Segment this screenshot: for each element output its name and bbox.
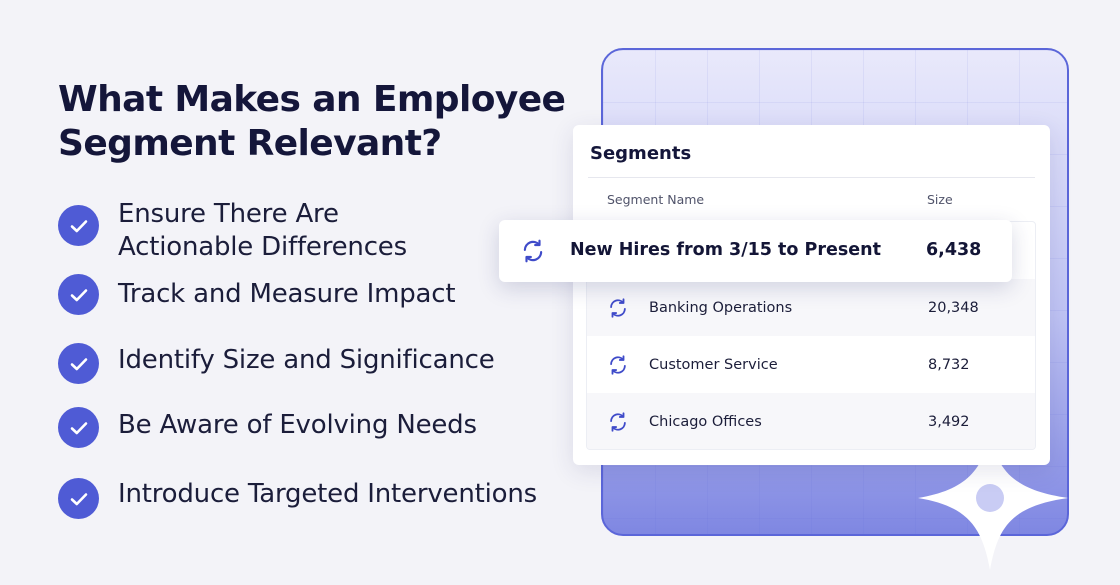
column-header-size[interactable]: Size	[927, 192, 953, 207]
refresh-icon[interactable]	[607, 297, 629, 323]
headline: What Makes an Employee Segment Relevant?	[58, 79, 566, 164]
checklist-item: Identify Size and Significance	[58, 343, 578, 384]
segment-name: Chicago Offices	[649, 413, 762, 430]
checkmark-icon	[58, 274, 99, 315]
checkmark-icon	[58, 205, 99, 246]
table-row[interactable]: Customer Service 8,732	[587, 336, 1035, 393]
checklist-item-label: Identify Size and Significance	[118, 345, 495, 375]
table-row[interactable]: Banking Operations 20,348	[587, 279, 1035, 336]
refresh-icon[interactable]	[607, 354, 629, 380]
highlighted-segment-row[interactable]: New Hires from 3/15 to Present 6,438	[499, 220, 1012, 282]
checklist-item-label: Introduce Targeted Interventions	[118, 479, 537, 509]
segments-card: Segments Segment Name Size Banking Opera…	[573, 125, 1050, 465]
checklist-item: Introduce Targeted Interventions	[58, 478, 578, 519]
table-row[interactable]: Chicago Offices 3,492	[587, 393, 1035, 449]
segment-name: New Hires from 3/15 to Present	[570, 240, 881, 260]
checklist-item-label: Be Aware of Evolving Needs	[118, 410, 477, 440]
column-header-segment-name[interactable]: Segment Name	[607, 192, 705, 207]
checkmark-icon	[58, 478, 99, 519]
sparkle-icon	[918, 430, 1068, 570]
checklist-item-label: Track and Measure Impact	[118, 279, 456, 309]
segments-table: Banking Operations 20,348 Customer Servi…	[586, 221, 1036, 450]
segment-size: 8,732	[928, 356, 970, 373]
segment-size: 3,492	[928, 413, 970, 430]
checklist-item-label: Ensure There Are Actionable Differences	[118, 199, 407, 262]
segment-size: 20,348	[928, 299, 979, 316]
divider	[588, 177, 1035, 178]
segment-name: Customer Service	[649, 356, 778, 373]
checklist-item: Ensure There Are Actionable Differences	[58, 199, 578, 264]
segment-size: 6,438	[926, 240, 982, 260]
segment-name: Banking Operations	[649, 299, 793, 316]
checklist-item: Be Aware of Evolving Needs	[58, 407, 578, 448]
refresh-icon[interactable]	[607, 411, 629, 437]
checkmark-icon	[58, 343, 99, 384]
refresh-icon[interactable]	[520, 238, 546, 268]
segments-title: Segments	[590, 143, 692, 164]
checklist-item: Track and Measure Impact	[58, 274, 578, 315]
checkmark-icon	[58, 407, 99, 448]
